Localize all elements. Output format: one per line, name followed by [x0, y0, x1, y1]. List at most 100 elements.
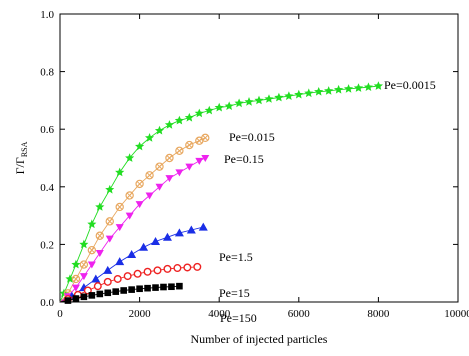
series-pe-15-point — [173, 264, 182, 273]
series-pe-0-0015-point — [194, 108, 204, 118]
series-pe-1-5-point — [151, 237, 161, 246]
series-pe-0-015-point — [115, 202, 124, 212]
series-pe-1-5-point — [115, 257, 125, 266]
series-pe-150-point — [152, 284, 159, 291]
series-pe-0-0015-point — [87, 219, 97, 229]
series-pe-0-015-point — [79, 260, 89, 269]
series-pe-150-line — [59, 285, 180, 303]
series-label: Pe=1.5 — [219, 250, 253, 264]
series-pe-0-0015-point — [304, 88, 314, 98]
series-pe-150-point — [136, 285, 143, 293]
series-label: Pe=0.15 — [224, 152, 264, 166]
series-pe-0-0015-point — [71, 259, 81, 269]
x-tick-label: 0 — [57, 308, 63, 320]
series-pe-1-5-point — [162, 232, 172, 241]
series-pe-0-015-point-ring — [145, 171, 154, 180]
series-pe-15-point — [163, 264, 172, 273]
series-label: Pe=15 — [219, 286, 250, 300]
series-pe-0-15-point — [105, 235, 114, 243]
series-pe-0-15-point — [87, 261, 96, 269]
series-pe-1-5-point — [186, 225, 196, 234]
series-label: Pe=0.015 — [229, 130, 275, 144]
y-tick-label: 0.2 — [40, 239, 54, 251]
series-pe-15-point — [103, 277, 112, 286]
series-pe-15-point — [193, 262, 202, 271]
series-pe-0-015-point — [125, 191, 134, 200]
series-pe-0-015-point — [155, 162, 164, 171]
series-pe-0-015-point-ring — [135, 179, 144, 189]
x-tick-label: 4000 — [208, 308, 231, 320]
series-pe-1-5-point — [91, 274, 101, 283]
series-pe-15-point — [183, 263, 192, 272]
series-pe-150-point — [80, 293, 88, 301]
series-pe-0-15-point — [125, 212, 134, 220]
series-pe-1-5-point — [103, 265, 113, 274]
series-pe-0-0015-point — [105, 184, 115, 194]
series-pe-0-0015-point — [254, 95, 264, 105]
series-pe-0-015-point-cross — [156, 163, 163, 170]
axis-ticks: 0 2000 4000 6000 8000 10000 0.0 0.2 0.4 0.6 0.8 1.0 — [40, 9, 469, 320]
series-pe-0-0015-point — [214, 102, 224, 112]
series-pe-0-015-point — [71, 274, 81, 284]
series-pe-150-point — [88, 292, 96, 299]
series-pe-1-5-point — [198, 222, 208, 231]
series-pe-0-015-point-ring — [201, 133, 210, 143]
series-pe-15-point — [133, 269, 142, 278]
series-pe-0-015-point-cross — [166, 155, 173, 161]
series-pe-0-15-point — [71, 284, 80, 292]
series-pe-0-015-point-cross — [202, 134, 209, 141]
y-tick-label: 0.0 — [40, 297, 54, 309]
series-pe-0-015-point — [135, 179, 144, 189]
series-pe-0-015-point-ring — [165, 153, 174, 163]
series-label: Pe=0.0015 — [384, 78, 436, 92]
series-pe-15-point — [93, 282, 102, 291]
series-pe-0-0015-point — [164, 120, 174, 129]
series-pe-0-015-point-ring — [105, 217, 114, 226]
series-pe-0-015-point-cross — [176, 147, 183, 154]
series-pe-0-015-point — [175, 146, 184, 155]
series-pe-0-015-point-cross — [146, 172, 153, 179]
series-pe-150-point — [160, 283, 167, 291]
series-pe-150-point — [120, 287, 127, 294]
series-pe-0-015-point-ring — [71, 274, 81, 284]
series-pe-0-015-point-ring — [87, 245, 97, 255]
series-pe-15-point — [153, 266, 162, 275]
y-tick-label: 0.4 — [40, 182, 54, 194]
series-pe-0-0015-point — [324, 86, 334, 95]
x-axis-title: Number of injected particles — [191, 332, 328, 346]
series-pe-0-0015-point — [95, 202, 105, 211]
series-pe-0-015-point-cross — [88, 247, 95, 254]
series-pe-15-point — [143, 267, 152, 276]
series-pe-0-015-point-ring — [115, 202, 124, 212]
series-pe-0-15-line — [59, 157, 206, 303]
series-pe-0-0015-point — [135, 141, 145, 151]
series-pe-0-015-point-ring — [95, 231, 105, 240]
series-pe-0-0015-point — [334, 84, 344, 94]
series-pe-0-15-point — [195, 157, 204, 165]
series-pe-150 — [59, 282, 183, 304]
series-pe-0-0015-point — [274, 92, 284, 102]
series-pe-0-015-line — [59, 137, 206, 303]
y-tick-label: 1.0 — [40, 9, 54, 21]
series-pe-0-0015-point — [284, 91, 294, 100]
series-pe-0-0015-point — [234, 98, 244, 108]
series-pe-0-015-point-cross — [81, 261, 87, 268]
series-pe-0-015-point-cross — [73, 276, 79, 282]
series-pe-150-point — [64, 297, 72, 304]
y-axis-title-sub: RSA — [20, 141, 29, 157]
series-pe-1-5-point — [127, 249, 137, 258]
series-pe-0-015-point — [105, 217, 114, 226]
series-pe-0-0015-point — [363, 82, 373, 91]
series-pe-0-015-point-ring — [79, 260, 89, 269]
series-pe-0-015-point — [95, 231, 105, 240]
series-pe-0-015-point — [145, 171, 154, 180]
series-pe-0-0015-point — [224, 101, 234, 110]
series-pe-0-0015-point — [145, 133, 155, 142]
series-pe-0-015-point-cross — [106, 218, 113, 225]
series-pe-0-15-point — [175, 169, 184, 177]
series-pe-150-point — [72, 295, 80, 302]
series-pe-1-5-point — [174, 228, 184, 237]
series-pe-0-0015-point — [115, 167, 125, 177]
series-pe-150-point — [176, 282, 183, 290]
